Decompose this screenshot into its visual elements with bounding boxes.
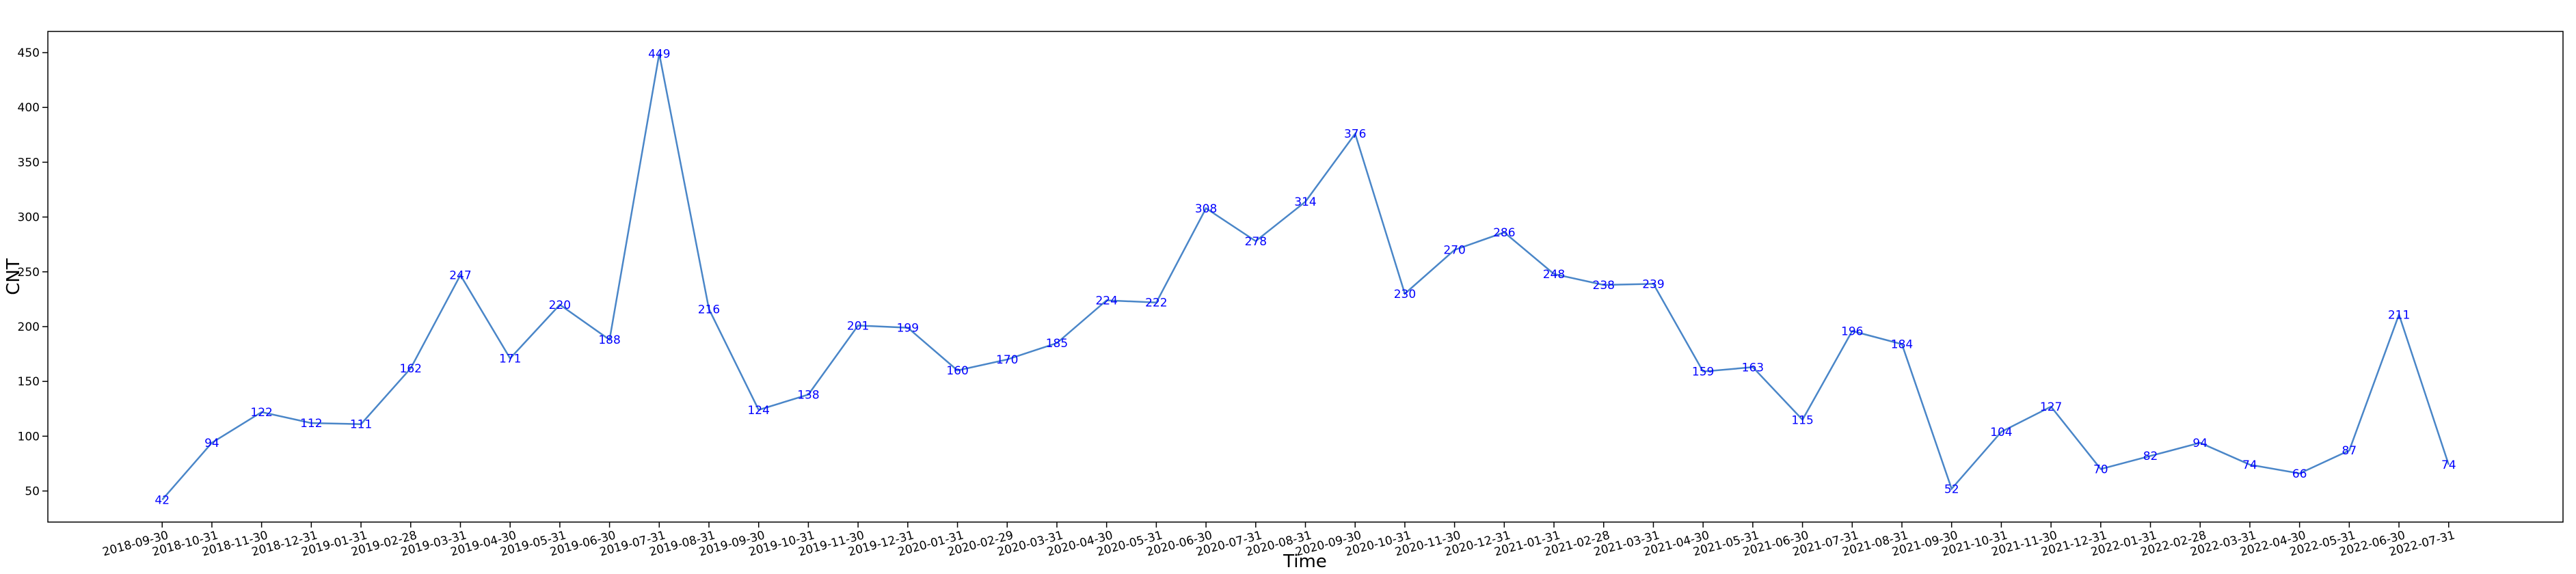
value-label: 449 (648, 48, 670, 62)
value-label: 124 (747, 404, 769, 418)
value-label: 42 (155, 493, 170, 507)
x-axis-label: Time (1283, 551, 1327, 572)
value-label: 201 (847, 319, 869, 333)
value-label: 238 (1593, 279, 1615, 292)
value-label: 184 (1891, 338, 1913, 352)
value-label: 185 (1046, 337, 1068, 351)
value-label: 171 (499, 352, 521, 366)
value-label: 170 (996, 353, 1018, 367)
y-tick-label: 450 (18, 46, 40, 60)
value-label: 163 (1742, 361, 1764, 374)
value-label: 376 (1344, 128, 1366, 141)
y-tick-label: 200 (18, 320, 40, 334)
value-label: 74 (2441, 459, 2456, 472)
value-label: 211 (2388, 308, 2410, 322)
value-label: 216 (698, 303, 720, 316)
value-label: 115 (1791, 413, 1813, 427)
value-label: 199 (897, 322, 919, 336)
y-tick-label: 400 (18, 101, 40, 115)
value-label: 104 (1990, 426, 2012, 439)
y-tick-label: 150 (18, 375, 40, 389)
value-label: 286 (1493, 226, 1515, 240)
plot-frame (47, 31, 2564, 523)
value-label: 247 (449, 269, 471, 283)
value-label: 87 (2342, 444, 2357, 458)
value-label: 82 (2143, 450, 2158, 463)
value-label: 66 (2292, 467, 2307, 481)
value-label: 239 (1642, 277, 1664, 291)
y-tick-label: 100 (18, 430, 40, 443)
value-label: 94 (204, 437, 219, 450)
y-tick-label: 300 (18, 211, 40, 225)
value-label: 188 (598, 333, 620, 347)
value-label: 220 (549, 299, 571, 312)
value-label: 74 (2242, 459, 2257, 472)
y-tick-label: 250 (18, 266, 40, 279)
value-label: 94 (2192, 437, 2208, 450)
value-label: 111 (350, 418, 372, 432)
value-label: 138 (797, 388, 819, 402)
value-label: 196 (1841, 325, 1863, 338)
value-label: 112 (300, 417, 322, 430)
value-label: 248 (1543, 268, 1565, 282)
value-label: 314 (1294, 195, 1316, 209)
value-label: 278 (1245, 235, 1267, 249)
y-tick-label: 350 (18, 156, 40, 169)
value-label: 159 (1692, 366, 1714, 379)
value-label: 70 (2093, 463, 2108, 476)
value-label: 224 (1095, 294, 1117, 308)
value-label: 230 (1394, 288, 1416, 301)
value-label: 127 (2040, 400, 2062, 414)
line (161, 53, 2450, 501)
value-label: 122 (250, 406, 272, 420)
y-axis-label: CNT (3, 258, 24, 295)
value-label: 222 (1145, 297, 1167, 310)
value-label: 270 (1443, 244, 1465, 258)
value-label: 162 (400, 362, 422, 376)
value-label: 308 (1195, 202, 1217, 216)
value-label: 160 (946, 364, 968, 378)
value-label: 52 (1944, 482, 1959, 496)
y-tick-label: 50 (25, 485, 40, 499)
